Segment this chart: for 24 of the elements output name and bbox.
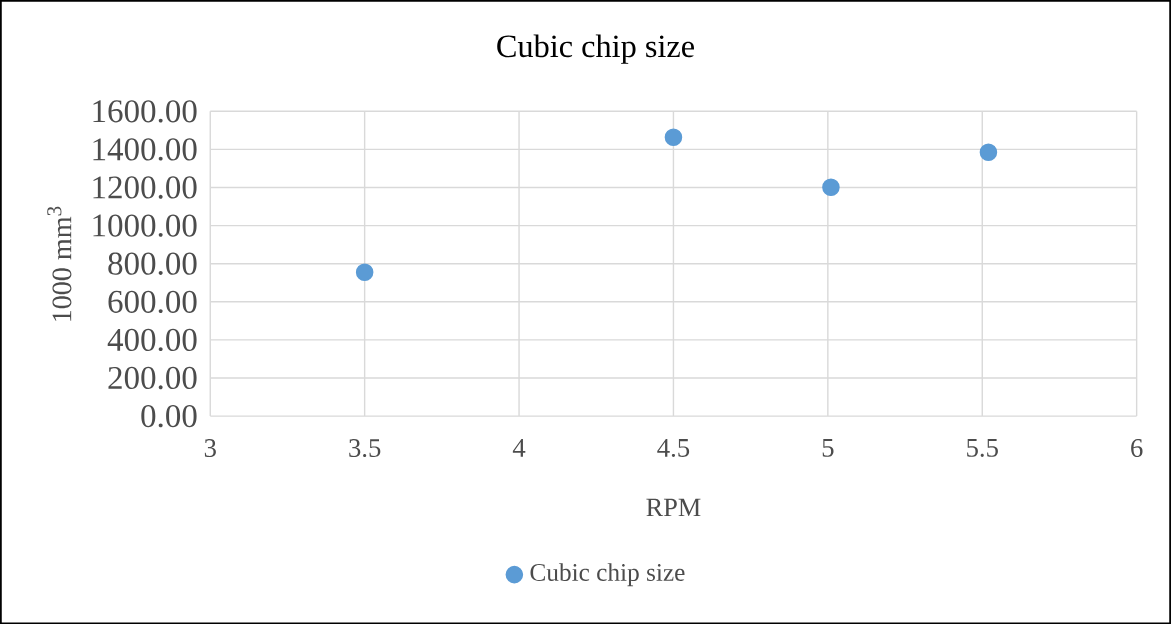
x-tick-label: 5.5	[967, 438, 998, 457]
y-tick-label: 600.00	[108, 290, 197, 313]
x-tick-label: 6	[1131, 438, 1143, 457]
y-tick-label: 1200.00	[93, 176, 197, 199]
point	[355, 263, 374, 281]
x-tick-label: 4.5	[657, 438, 690, 457]
chart-title: Cubic chip size	[497, 34, 694, 64]
y-tick-label: 1000.00	[93, 214, 197, 237]
y-tick-label: 400.00	[107, 328, 197, 351]
y-tick-label: 800.00	[108, 252, 197, 275]
x-tick-label: 3.5	[349, 438, 381, 457]
y-tick-label: 0.00	[141, 404, 197, 428]
x-tick-label: 3	[204, 438, 216, 457]
y-axis-title: 1000 mm$^{3}$	[47, 206, 72, 321]
y-tick-label: 1600.00	[93, 99, 197, 123]
y-tick-label: 1400.00	[93, 138, 197, 161]
point	[979, 143, 998, 161]
y-tick-label: 200.00	[108, 366, 197, 390]
x-tick-label: 4	[512, 438, 526, 457]
point	[822, 178, 840, 196]
legend-label: Cubic chip size	[530, 563, 685, 586]
x-axis-title: RPM	[646, 498, 701, 516]
x-tick-label: 5	[822, 438, 834, 457]
point	[664, 128, 683, 146]
